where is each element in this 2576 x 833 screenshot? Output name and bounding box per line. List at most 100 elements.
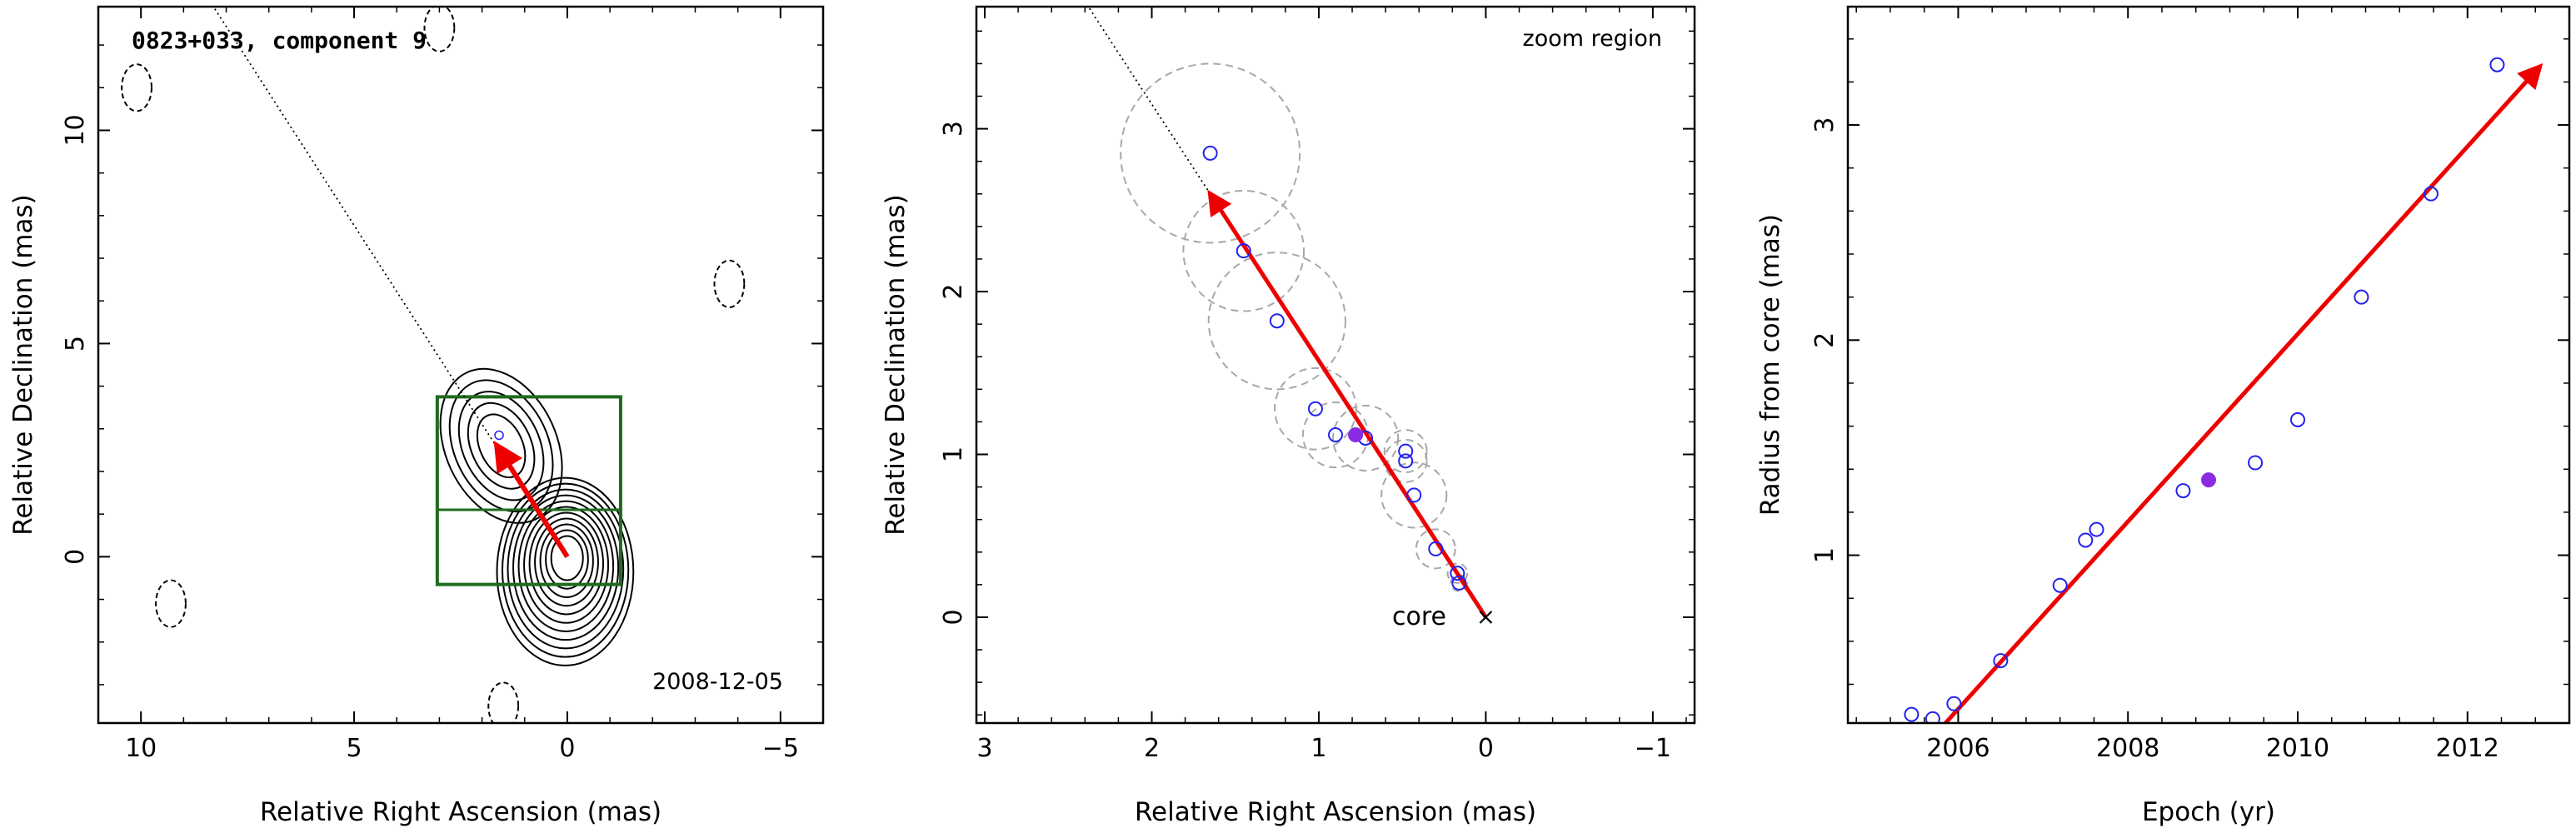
x-axis-label: Relative Right Ascension (mas): [1135, 797, 1536, 827]
y-ticks: 1 2 3: [1810, 37, 2569, 686]
x-tick-label: 1: [1310, 734, 1326, 763]
jet-contour: [476, 413, 527, 479]
y-tick-label: 1: [1810, 547, 1840, 563]
date-label: 2008-12-05: [652, 669, 783, 695]
data-point: [1925, 711, 1940, 723]
fit-layer: [1944, 62, 2544, 723]
contour-layer: [439, 367, 635, 666]
y-axis-label: Relative Declination (mas): [8, 194, 38, 536]
jet-contour: [457, 391, 545, 501]
point-layer: [1904, 57, 2505, 723]
x-tick-label: 2010: [2266, 734, 2329, 763]
y-tick-label: 2: [1810, 332, 1840, 348]
x-tick-label: −1: [1635, 734, 1671, 763]
trajectory-line: [212, 7, 568, 557]
contour-level: [528, 511, 604, 616]
negative-contour: [155, 579, 187, 628]
point-layer: [1202, 145, 1493, 624]
trajectory-layer: [212, 7, 570, 558]
contour-level: [517, 500, 615, 632]
plot-frame: [1846, 5, 2571, 725]
y-tick-label: 10: [61, 114, 90, 146]
negative-contour: [121, 63, 152, 112]
x-tick-label: 0: [1478, 734, 1494, 763]
error-circle: [1446, 562, 1469, 584]
contour-level: [550, 535, 584, 581]
data-point: [1202, 145, 1218, 161]
x-tick-label: 5: [347, 734, 362, 763]
data-point: [2289, 412, 2305, 427]
y-ticks: 0 5 10: [61, 44, 823, 686]
y-tick-label: 0: [939, 609, 968, 625]
x-tick-label: 2012: [2436, 734, 2499, 763]
y-tick-label: 5: [61, 336, 90, 352]
error-circle: [1383, 429, 1428, 473]
data-point: [1993, 653, 2009, 669]
x-tick-label: 2006: [1926, 734, 1989, 763]
error-circle: [1383, 438, 1428, 483]
x-axis-label: Relative Right Ascension (mas): [260, 797, 661, 827]
x-ticks: 3 2 1 0 −1: [976, 7, 1687, 763]
contour-level: [534, 517, 599, 607]
highlight-point: [1348, 427, 1364, 443]
contour-level: [539, 523, 594, 598]
component-marker: [494, 430, 504, 441]
error-circle: [1331, 404, 1400, 472]
data-point: [1398, 453, 1414, 469]
data-point: [1904, 706, 1920, 722]
contour-level: [496, 476, 635, 666]
y-axis-label: Radius from core (mas): [1755, 214, 1785, 516]
x-tick-label: 3: [976, 734, 992, 763]
data-point: [2078, 532, 2094, 548]
y-tick-label: 3: [939, 121, 968, 137]
data-point: [1328, 427, 1343, 443]
data-point: [1428, 541, 1444, 556]
negative-contour: [487, 681, 520, 723]
data-point: [2089, 521, 2104, 537]
panel-zoom-region: 3 2 1 0 −1 0 1 2 3 zoom region core Relative Ri…: [881, 5, 1696, 827]
data-point: [2423, 186, 2439, 202]
panel-contour-map: 10 5 0 −5 0 5 10 0823+033, component 9 2008-1…: [8, 5, 825, 827]
error-circle: [1182, 189, 1305, 312]
panel-title: 0823+033, component 9: [132, 27, 427, 54]
fit-line: [1944, 62, 2544, 723]
jet-contour: [448, 379, 554, 513]
x-tick-label: 10: [125, 734, 157, 763]
negative-contour-layer: [121, 7, 746, 723]
data-point: [1398, 443, 1414, 459]
velocity-vector: [1207, 189, 1488, 619]
x-ticks: 10 5 0 −5: [97, 7, 824, 763]
data-point: [1450, 566, 1465, 581]
x-tick-label: −5: [762, 734, 799, 763]
y-ticks: 0 1 2 3: [939, 30, 1695, 716]
data-point: [1307, 401, 1323, 416]
data-point: [2354, 289, 2369, 305]
zoom-box: [435, 395, 622, 586]
error-circle: [1415, 528, 1456, 570]
velocity-vector: [493, 441, 570, 558]
x-ticks: 2006 2008 2010 2012: [1855, 7, 2570, 763]
contour-level: [512, 494, 620, 641]
zoom-box-layer: [435, 395, 622, 586]
data-point: [1236, 243, 1251, 259]
data-point: [1406, 487, 1422, 503]
y-tick-label: 1: [939, 446, 968, 462]
x-tick-label: 2008: [2096, 734, 2159, 763]
error-circle: [1120, 62, 1301, 244]
error-circle-layer: [1120, 62, 1469, 592]
jet-contour: [439, 367, 563, 524]
error-circle: [1207, 252, 1346, 391]
plot-frame: [97, 5, 825, 725]
data-point: [2175, 483, 2191, 499]
core-label: core: [1392, 602, 1446, 631]
data-point: [1946, 696, 1962, 711]
x-tick-label: 2: [1144, 734, 1160, 763]
contour-level: [523, 506, 610, 624]
y-tick-label: 3: [1810, 117, 1840, 132]
data-point: [2489, 57, 2505, 72]
x-axis-label: Epoch (yr): [2142, 797, 2275, 827]
data-point: [2052, 577, 2068, 593]
x-tick-label: 0: [559, 734, 575, 763]
contour-level: [501, 482, 630, 658]
zoom-region-label: zoom region: [1523, 26, 1662, 52]
